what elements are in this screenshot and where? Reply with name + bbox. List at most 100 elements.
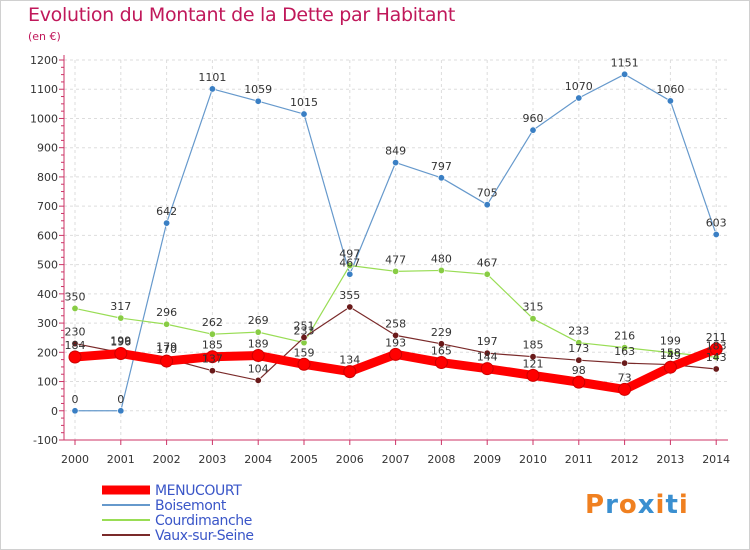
data-label: 163 <box>614 345 635 358</box>
data-point <box>117 407 125 415</box>
data-label: 480 <box>431 252 452 265</box>
data-point <box>437 266 445 274</box>
logo-letter: x <box>637 490 656 520</box>
data-point <box>572 375 586 389</box>
data-point <box>529 126 537 134</box>
data-point <box>346 303 354 311</box>
data-label: 121 <box>523 357 544 370</box>
x-tick-label: 2011 <box>565 453 593 466</box>
x-tick-label: 2001 <box>107 453 135 466</box>
data-label: 1015 <box>290 96 318 109</box>
data-point <box>663 360 677 374</box>
data-point <box>71 304 79 312</box>
data-label: 233 <box>568 325 589 338</box>
data-point <box>575 94 583 102</box>
data-label: 269 <box>248 314 269 327</box>
data-point <box>621 359 629 367</box>
data-label: 0 <box>72 393 79 406</box>
data-point <box>392 331 400 339</box>
data-label: 179 <box>156 340 177 353</box>
data-point <box>389 347 403 361</box>
data-label: 196 <box>110 335 131 348</box>
data-point <box>709 342 723 356</box>
y-tick-label: 500 <box>37 259 58 272</box>
y-tick-label: 700 <box>37 200 58 213</box>
logo-letter: P <box>585 490 606 520</box>
y-tick-label: 1000 <box>30 112 58 125</box>
data-label: 183 <box>706 339 727 352</box>
x-tick-label: 2006 <box>336 453 364 466</box>
data-label: 467 <box>477 256 498 269</box>
data-label: 165 <box>431 345 452 358</box>
data-point <box>208 367 216 375</box>
data-point <box>68 350 82 364</box>
y-tick-label: 1100 <box>30 83 58 96</box>
data-point <box>434 356 448 370</box>
data-label: 797 <box>431 160 452 173</box>
x-tick-label: 2012 <box>611 453 639 466</box>
data-label: 199 <box>110 335 131 348</box>
x-tick-label: 2002 <box>153 453 181 466</box>
x-tick-label: 2009 <box>473 453 501 466</box>
data-point <box>483 270 491 278</box>
data-point <box>163 219 171 227</box>
data-label: 73 <box>618 371 632 384</box>
chart-title: Evolution du Montant de la Dette par Hab… <box>28 4 456 26</box>
data-point <box>621 70 629 78</box>
data-point <box>117 314 125 322</box>
data-point <box>254 328 262 336</box>
data-point <box>254 97 262 105</box>
data-label: 497 <box>339 247 360 260</box>
data-point <box>392 267 400 275</box>
data-label: 262 <box>202 316 223 329</box>
y-tick-label: -100 <box>33 434 58 447</box>
data-label: 185 <box>202 339 223 352</box>
data-label: 258 <box>385 317 406 330</box>
data-point <box>346 261 354 269</box>
data-point <box>300 110 308 118</box>
data-point <box>480 362 494 376</box>
data-label: 98 <box>572 364 586 377</box>
data-label: 233 <box>294 325 315 338</box>
data-point <box>71 407 79 415</box>
logo-letter: t <box>665 490 679 520</box>
data-label: 197 <box>477 335 498 348</box>
data-label: 159 <box>294 346 315 359</box>
data-point <box>437 340 445 348</box>
data-label: 315 <box>523 301 544 314</box>
data-label: 143 <box>706 351 727 364</box>
data-point <box>208 330 216 338</box>
y-tick-label: 0 <box>51 405 58 418</box>
x-tick-label: 2005 <box>290 453 318 466</box>
data-label: 296 <box>156 306 177 319</box>
data-point <box>297 357 311 371</box>
data-label: 1059 <box>244 83 272 96</box>
chart-unit-label: (en €) <box>28 30 61 43</box>
data-label: 216 <box>614 330 635 343</box>
legend-label-vaux-sur-seine: Vaux-sur-Seine <box>155 528 254 544</box>
data-label: 1070 <box>565 80 593 93</box>
data-point <box>160 354 174 368</box>
data-label: 477 <box>385 253 406 266</box>
logo-letter: i <box>655 490 666 520</box>
legend-label-menucourt: MENUCOURT <box>155 483 242 499</box>
legend-label-courdimanche: Courdimanche <box>155 513 252 529</box>
data-point <box>529 353 537 361</box>
x-tick-label: 2014 <box>702 453 730 466</box>
data-label: 189 <box>248 338 269 351</box>
data-label: 185 <box>523 339 544 352</box>
legend-label-boisemont: Boisemont <box>155 498 227 514</box>
data-point <box>712 365 720 373</box>
data-label: 355 <box>339 289 360 302</box>
y-tick-label: 900 <box>37 142 58 155</box>
data-point <box>208 85 216 93</box>
logo-letter: r <box>605 490 619 520</box>
data-point <box>575 339 583 347</box>
logo-letter: i <box>678 490 689 520</box>
y-tick-label: 600 <box>37 229 58 242</box>
x-tick-label: 2000 <box>61 453 89 466</box>
data-point <box>483 201 491 209</box>
data-label: 705 <box>477 187 498 200</box>
data-point <box>666 349 674 357</box>
